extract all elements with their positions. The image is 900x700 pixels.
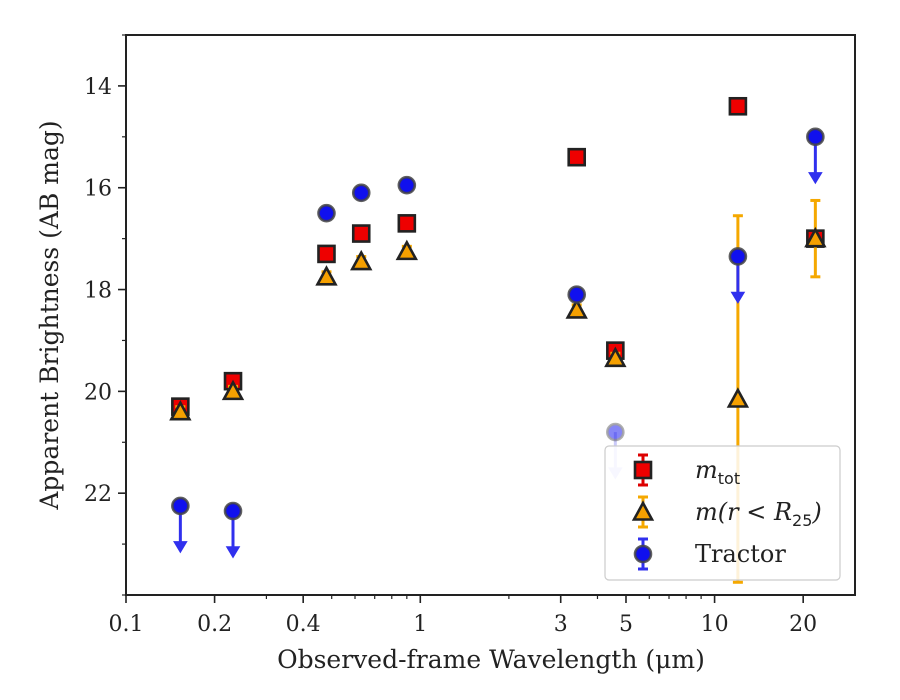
- data-point: [726, 387, 750, 408]
- x-tick-label: 3: [554, 612, 568, 637]
- upper-limit-arrow-head: [225, 546, 241, 559]
- data-point: [567, 147, 587, 167]
- triangle-marker: [604, 346, 627, 368]
- data-point: [223, 501, 243, 521]
- triangle-marker: [395, 239, 419, 261]
- circle-marker: [223, 501, 243, 521]
- circle-marker: [728, 247, 748, 266]
- data-point: [317, 203, 336, 223]
- square-marker: [317, 244, 336, 264]
- x-tick-label: 0.2: [197, 612, 232, 637]
- square-marker: [397, 214, 417, 233]
- legend-entry-label: Tractor: [695, 540, 786, 568]
- upper-limit-arrow-head: [730, 291, 746, 304]
- x-tick-label: 0.4: [286, 612, 321, 637]
- data-point: [171, 496, 190, 516]
- y-tick-label: 20: [84, 380, 112, 405]
- circle-marker: [633, 544, 653, 564]
- circle-marker: [606, 422, 625, 442]
- square-marker: [728, 96, 748, 116]
- legend-box: [604, 445, 841, 581]
- data-point: [728, 247, 748, 266]
- data-point: [317, 244, 336, 264]
- data-point: [221, 379, 245, 401]
- circle-marker: [171, 496, 190, 516]
- plot-frame: [125, 34, 856, 596]
- data-point: [728, 96, 748, 116]
- x-tick-label: 5: [619, 612, 633, 637]
- triangle-marker: [315, 265, 338, 286]
- square-marker: [633, 460, 653, 480]
- legend-entry-label: m(r < R25): [695, 498, 822, 530]
- triangle-marker: [726, 387, 750, 408]
- triangle-marker: [221, 379, 245, 401]
- square-marker: [351, 224, 371, 243]
- circle-marker: [317, 203, 336, 223]
- legend-marker: [633, 544, 653, 564]
- legend-entry-label: mtot: [695, 456, 740, 488]
- circle-marker: [567, 285, 587, 304]
- triangle-marker: [169, 400, 192, 421]
- triangle-marker: [804, 226, 827, 248]
- data-point: [350, 249, 373, 271]
- upper-limit-arrow-head: [173, 541, 188, 554]
- x-axis-title: Observed-frame Wavelength (μm): [277, 645, 705, 674]
- x-tick-label: 0.1: [109, 612, 144, 637]
- data-point: [804, 226, 827, 248]
- triangle-marker: [350, 249, 373, 271]
- data-point: [606, 422, 625, 442]
- x-tick-label: 10: [701, 612, 729, 637]
- y-tick-label: 16: [84, 177, 112, 202]
- data-point: [351, 183, 371, 203]
- y-tick-label: 18: [84, 279, 112, 304]
- data-point: [169, 400, 192, 421]
- data-point: [604, 346, 627, 368]
- y-axis-title: Apparent Brightness (AB mag): [35, 120, 64, 510]
- circle-marker: [351, 183, 371, 203]
- data-point: [315, 265, 338, 286]
- data-point: [806, 127, 825, 147]
- x-tick-label: 1: [413, 612, 427, 637]
- circle-marker: [806, 127, 825, 147]
- y-tick-label: 14: [84, 75, 112, 100]
- legend-marker: [633, 460, 653, 480]
- legend-marker: [631, 500, 655, 521]
- data-point: [395, 239, 419, 261]
- data-point: [397, 175, 417, 195]
- upper-limit-arrow-head: [808, 172, 823, 185]
- data-point: [351, 224, 371, 243]
- y-tick-label: 22: [84, 482, 112, 507]
- x-tick-label: 20: [789, 612, 817, 637]
- square-marker: [567, 147, 587, 167]
- data-point: [397, 214, 417, 233]
- triangle-marker: [631, 500, 655, 521]
- circle-marker: [397, 175, 417, 195]
- data-point: [565, 298, 588, 319]
- triangle-marker: [565, 298, 588, 319]
- data-point: [567, 285, 587, 304]
